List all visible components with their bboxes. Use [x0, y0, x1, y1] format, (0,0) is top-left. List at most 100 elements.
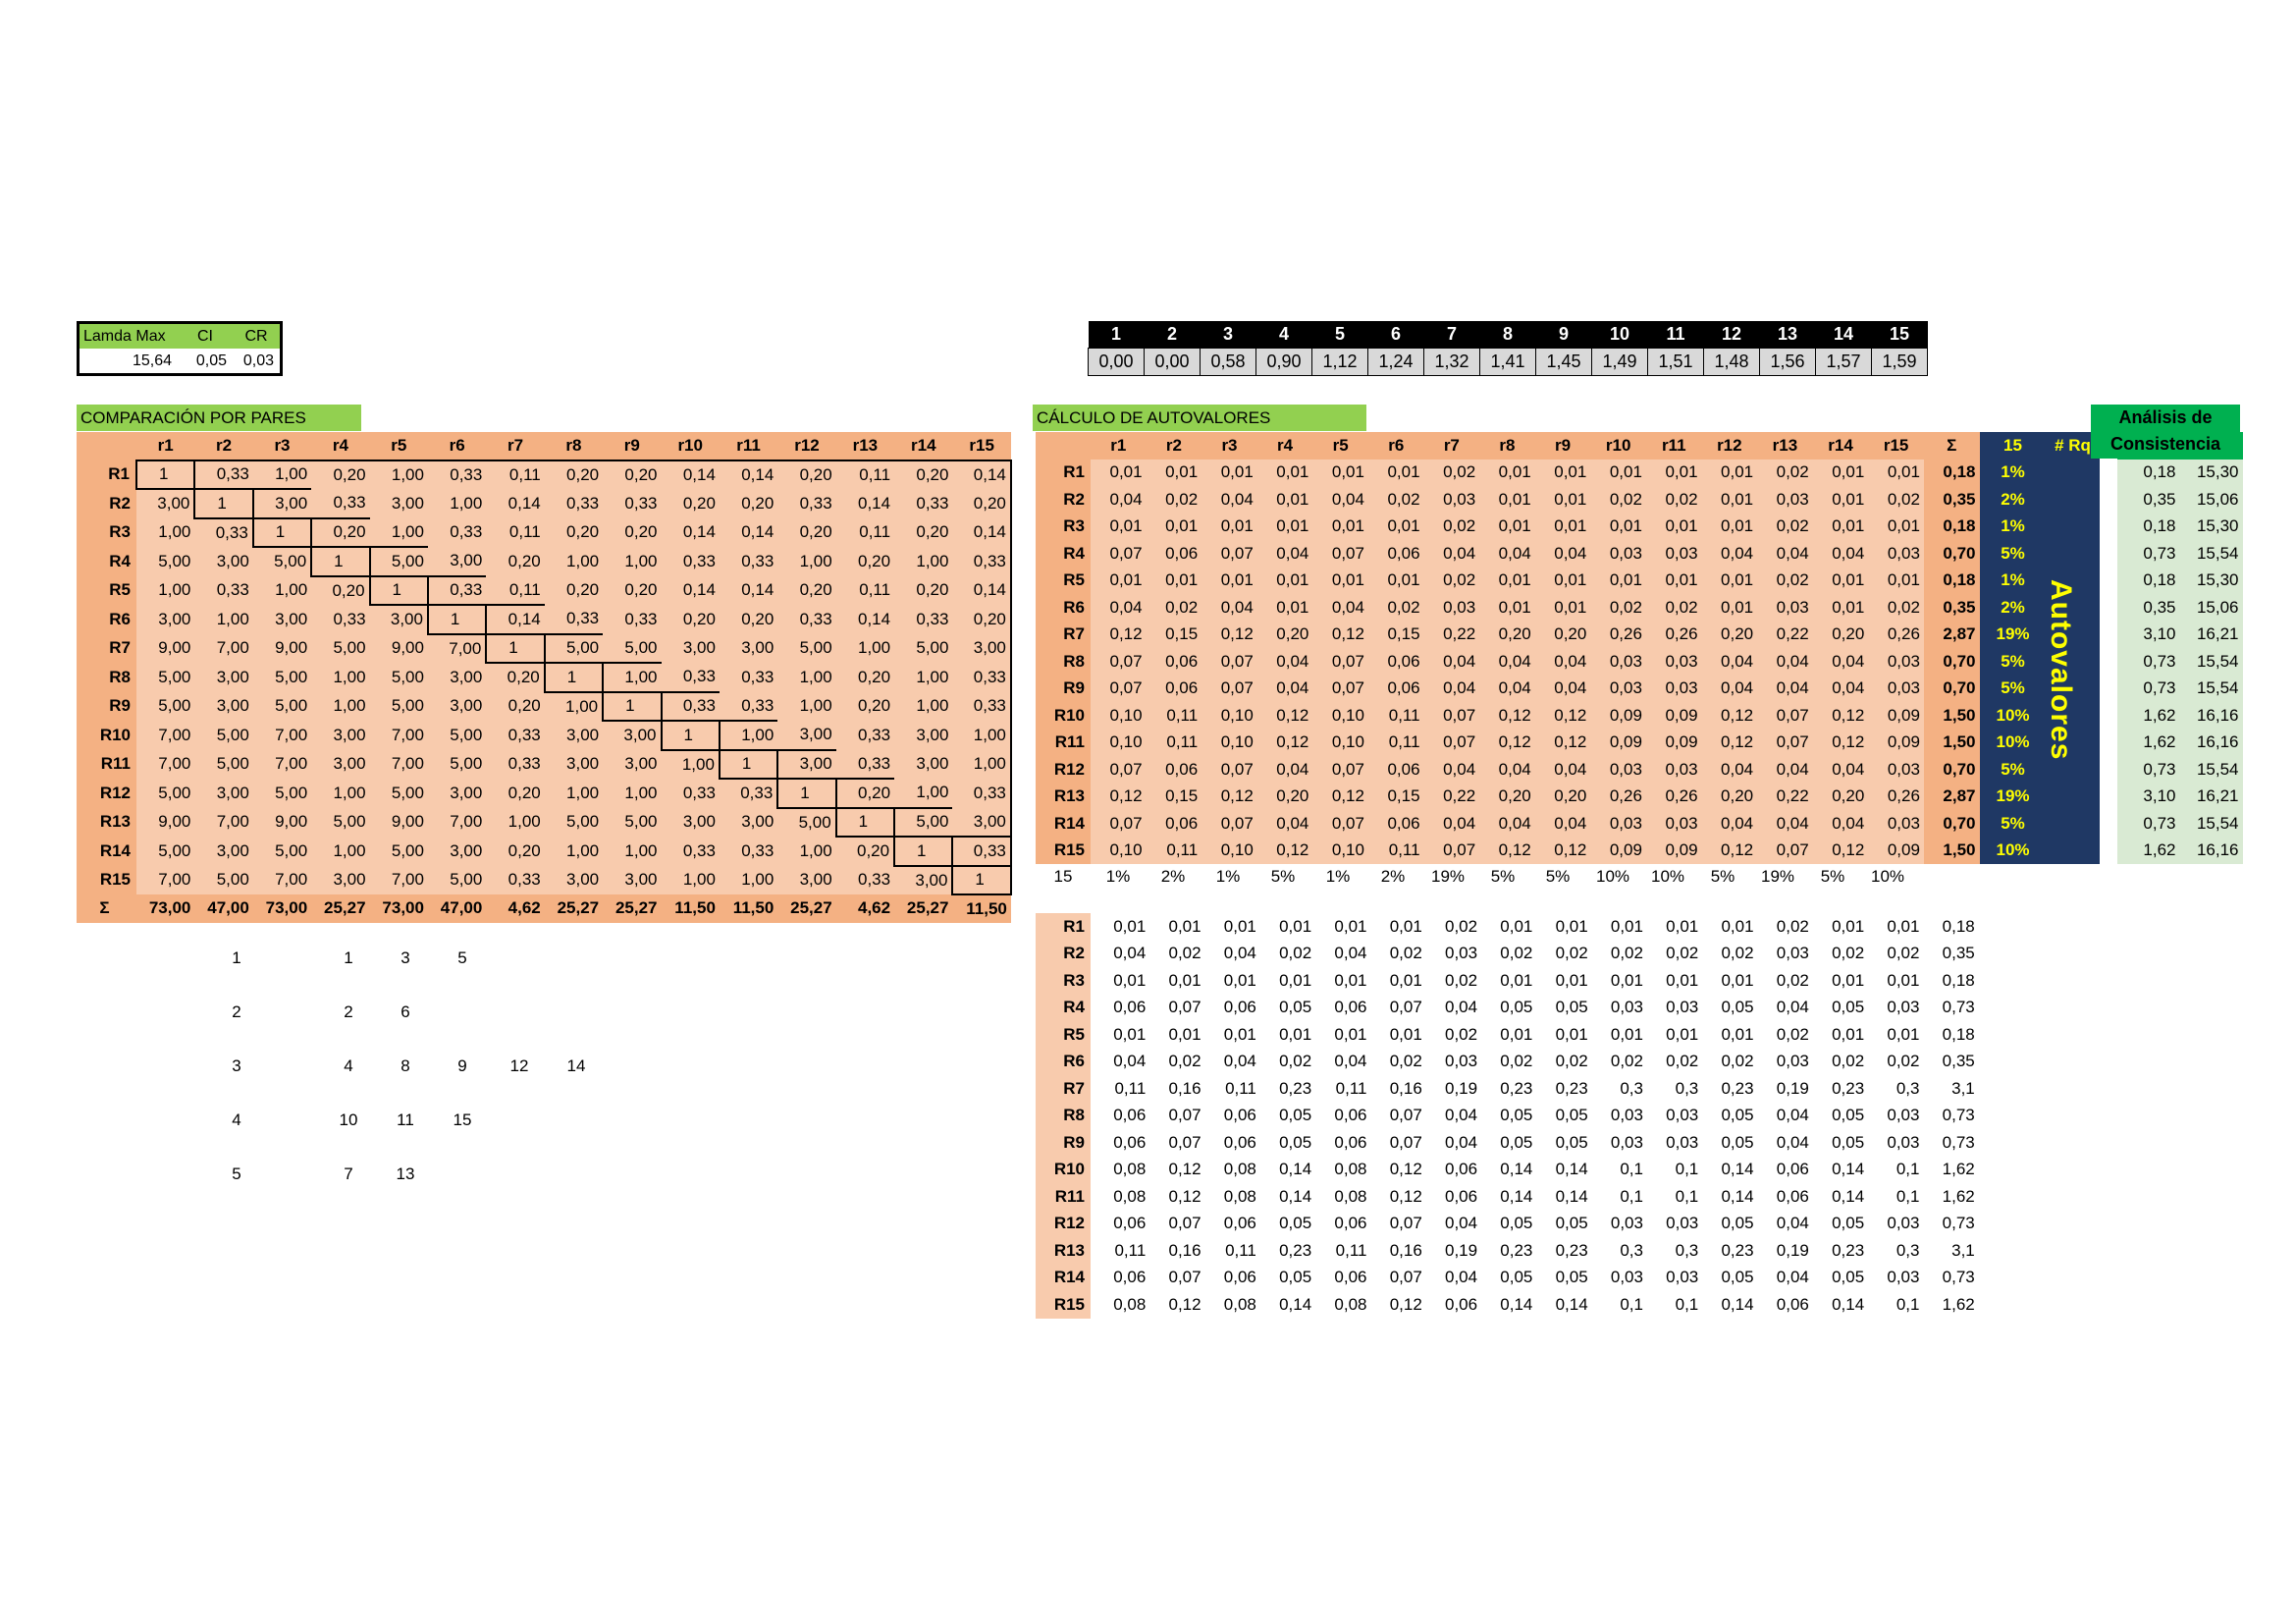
table-cell: 0,07 [1757, 729, 1813, 756]
table-cell: 0,14 [1500, 1160, 1533, 1179]
percent-cell: 2% [1380, 867, 1406, 886]
consistency-value: 0,73 [2116, 540, 2180, 568]
percent-cell: 10% [1870, 867, 1905, 886]
table-row: R9 5,00 3,00 5,00 1,00 5,00 3,00 0,20 1,00 1 0,33 0… [77, 690, 1012, 722]
table-cell: 0,20 [894, 459, 953, 489]
column-header: r12 [777, 432, 836, 460]
table-cell: 0,19 [1776, 1240, 1809, 1260]
table-cell: 0,01 [1334, 970, 1367, 990]
table-cell: 0,06 [1223, 1132, 1256, 1152]
table-cell: 0,33 [777, 489, 836, 518]
table-cell: 0,11 [1146, 702, 1202, 730]
table-cell: 0,09 [1590, 729, 1646, 756]
ri-value-cell: 1,41 [1479, 348, 1536, 376]
table-cell: 0,03 [1887, 1106, 1920, 1125]
table-cell: 3,00 [194, 663, 253, 692]
table-cell: 0,12 [1812, 729, 1869, 756]
table-cell: 0,20 [311, 459, 370, 489]
table-cell: 3,00 [603, 721, 662, 750]
table-cell: 0,01 [1534, 486, 1591, 514]
table-cell: 0,01 [1887, 916, 1920, 936]
table-cell: 0,20 [1701, 621, 1758, 648]
table-cell: 0,04 [1812, 756, 1869, 784]
table-cell: 0,26 [1645, 621, 1702, 648]
table-cell: 0,05 [1721, 1214, 1754, 1233]
spacer-cell [2099, 540, 2117, 568]
table-cell: 0,01 [1610, 970, 1643, 990]
table-cell: 0,01 [1334, 916, 1367, 936]
group-row: 2 2 6 [208, 985, 605, 1039]
table-cell: 0,02 [1610, 1052, 1643, 1071]
table-cell: 0,01 [1812, 567, 1869, 594]
table-cell: 0,06 [1334, 1106, 1367, 1125]
table-row: R6 0,04 0,02 0,04 0,02 0,04 0,02 0,03 0,02 0,02 0,… [1036, 1048, 1975, 1075]
sum-cell: 11,50 [661, 894, 720, 923]
table-cell: 0,06 [1146, 540, 1202, 568]
sum-cell: 0,35 [1923, 486, 1980, 514]
table-cell: 0,33 [777, 605, 836, 634]
group-number: 2 [232, 1001, 241, 1021]
table-cell: 1,00 [311, 779, 370, 808]
table-cell: 0,20 [1812, 621, 1869, 648]
table-cell: 0,02 [1423, 567, 1480, 594]
table-cell: 0,20 [603, 459, 662, 489]
random-index-table: 1 2 3 4 5 6 7 8 9 10 11 12 13 14 15 0,00 0,00 0,58 0,90 1,… [1088, 321, 1928, 376]
table-cell: 0,07 [1423, 729, 1480, 756]
summary-value-lambda: 15,64 [132, 352, 172, 369]
table-cell: 0,01 [1721, 916, 1754, 936]
table-cell: 0,04 [1479, 756, 1535, 784]
table-row: R15 0,10 0,11 0,10 0,12 0,10 0,11 0,07 0,12 0,12 0… [1036, 837, 2243, 864]
group-member: 13 [396, 1164, 415, 1183]
table-cell: 9,00 [369, 633, 428, 663]
table-cell: 0,33 [835, 749, 895, 779]
percent-row: 15 1% 2% 1% 5% 1% 2% 19% 5% 5% 10% 10% 5% 19% 5% 10% [1036, 864, 1915, 890]
ri-value-cell: 1,56 [1759, 348, 1816, 376]
table-cell: 0,05 [1555, 998, 1588, 1017]
table-cell: 0,73 [1942, 1268, 1975, 1287]
table-cell: 0,01 [1500, 1024, 1533, 1044]
column-header: r2 [194, 432, 253, 460]
table-cell: 9,00 [252, 633, 312, 663]
table-cell: 0,04 [1444, 1214, 1478, 1233]
table-cell: 0,03 [1590, 675, 1646, 702]
lower-table: R1 0,01 0,01 0,01 0,01 0,01 0,01 0,02 0,01 0,01 0,… [1036, 913, 1975, 1319]
table-row: R7 0,11 0,16 0,11 0,23 0,11 0,16 0,19 0,23 0,23 0,… [1036, 1075, 1975, 1103]
table-cell: 0,02 [1444, 916, 1478, 936]
table-cell: 0,33 [894, 489, 953, 518]
table-row: R10 7,00 5,00 7,00 3,00 7,00 5,00 0,33 3,00 3,00 1… [77, 720, 1012, 751]
table-cell: 0,01 [1256, 594, 1313, 622]
table-cell: 0,11 [835, 459, 895, 489]
row-label: R7 [1036, 1075, 1091, 1103]
table-cell: 0,05 [1279, 1132, 1312, 1152]
table-cell: 5,00 [136, 779, 195, 808]
consistency-value: 16,21 [2179, 621, 2243, 648]
table-cell: 0,02 [1423, 513, 1480, 540]
comparison-title: COMPARACIÓN POR PARES [77, 405, 361, 431]
table-cell: 0,12 [1479, 837, 1535, 864]
table-cell: 0,01 [1701, 513, 1758, 540]
pct-cell: 1% [1979, 513, 2047, 540]
table-cell: 0,06 [1223, 1214, 1256, 1233]
table-cell: 0,33 [603, 489, 662, 518]
table-cell: 0,03 [1590, 810, 1646, 838]
rq-cell [2046, 729, 2100, 756]
rq-cell [2046, 567, 2100, 594]
pct-cell: 1% [1979, 567, 2047, 594]
column-header: r5 [369, 432, 428, 460]
table-cell: 0,04 [1479, 810, 1535, 838]
table-cell: 0,01 [1868, 513, 1924, 540]
table-cell: 0,04 [1776, 1132, 1809, 1152]
table-cell: 0,06 [1223, 998, 1256, 1017]
group-number: 3 [232, 1056, 241, 1075]
table-cell: 1 [368, 574, 429, 606]
table-cell: 0,04 [1776, 1106, 1809, 1125]
table-cell: 0,12 [1534, 729, 1591, 756]
table-cell: 9,00 [252, 807, 312, 837]
table-row: R11 0,08 0,12 0,08 0,14 0,08 0,12 0,06 0,14 0,14 0… [1036, 1183, 1975, 1211]
table-cell: 0,01 [1645, 513, 1702, 540]
table-cell: 0,20 [777, 459, 836, 489]
pct-cell: 5% [1979, 810, 2047, 838]
table-cell: 0,02 [1832, 944, 1865, 963]
table-cell: 1,00 [894, 663, 953, 692]
sum-cell: 4,62 [486, 894, 545, 923]
